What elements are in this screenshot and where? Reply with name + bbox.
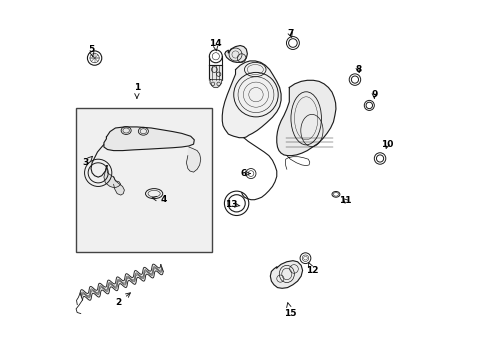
Bar [76, 108, 212, 252]
Polygon shape [276, 80, 335, 156]
Text: 5: 5 [88, 45, 94, 57]
Text: 10: 10 [380, 140, 393, 149]
Polygon shape [113, 176, 124, 195]
Text: 9: 9 [370, 90, 377, 99]
Text: 7: 7 [286, 29, 293, 38]
Polygon shape [186, 147, 201, 172]
Text: 6: 6 [240, 169, 249, 178]
Text: 8: 8 [355, 65, 361, 74]
Text: 13: 13 [224, 200, 240, 209]
Text: 3: 3 [82, 156, 92, 167]
Polygon shape [224, 45, 247, 62]
Polygon shape [222, 61, 281, 138]
Text: 12: 12 [305, 262, 318, 275]
Polygon shape [209, 65, 222, 80]
Polygon shape [104, 166, 121, 188]
Text: 14: 14 [208, 39, 221, 51]
Text: 2: 2 [115, 293, 130, 307]
Polygon shape [210, 80, 221, 87]
Polygon shape [80, 264, 163, 300]
Polygon shape [104, 127, 194, 150]
Polygon shape [209, 65, 222, 80]
Text: 4: 4 [152, 195, 167, 204]
Text: 15: 15 [284, 303, 296, 318]
Text: 11: 11 [339, 196, 351, 205]
Polygon shape [270, 261, 302, 288]
Text: 1: 1 [134, 83, 140, 98]
